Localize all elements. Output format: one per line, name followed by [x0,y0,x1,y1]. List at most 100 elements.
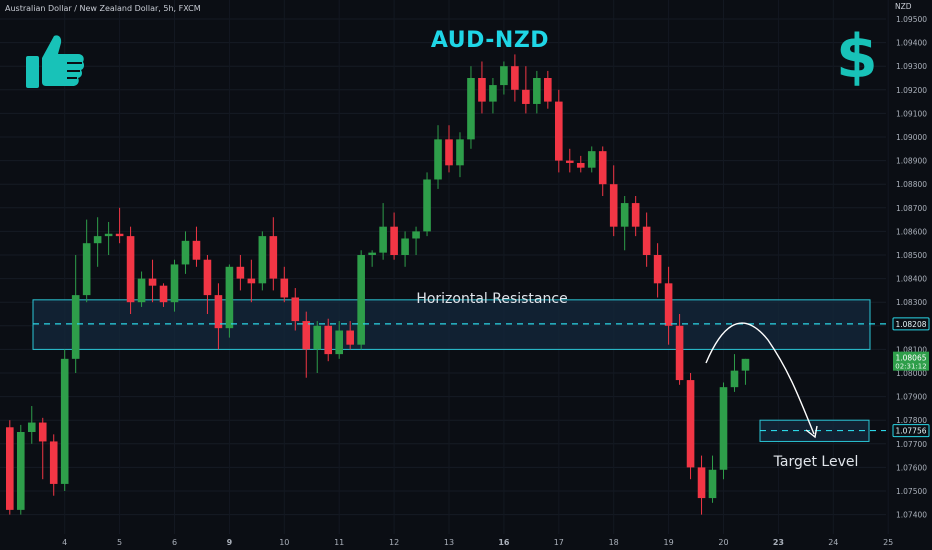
candle-body [236,266,245,279]
candle-body [181,240,190,265]
candle-body [423,179,431,232]
y-tick-label: 1.09500 [896,15,927,24]
axis-currency: NZD [895,2,912,11]
arrow-head-icon [805,425,818,439]
resistance-price-tag: 1.08208 [895,320,926,329]
candle-body [609,184,618,227]
candle-body [587,151,596,168]
current-price-tag: 1.08065 [895,354,926,363]
x-tick-label: 4 [62,538,67,547]
candle-body [214,295,223,329]
candle-body [522,89,530,104]
candle-body [730,370,739,388]
x-tick-label: 12 [389,538,399,547]
x-tick-label: 9 [227,538,233,547]
resistance-label: Horizontal Resistance [416,291,567,307]
candle-body [247,278,256,284]
candle-body [390,226,398,255]
candle-body [697,467,706,499]
y-tick-label: 1.07400 [896,511,927,520]
candle-body [6,427,14,510]
candle-body [368,252,376,255]
candle-body [225,266,234,329]
target-price-tag-bg [892,424,930,438]
y-tick-label: 1.09000 [896,133,927,142]
y-tick-label: 1.08100 [896,345,927,354]
time-axis[interactable]: 4 5 6 9 10 11 12 13 16 17 18 19 20 23 24 25 [62,538,893,547]
candle-body [555,101,563,161]
x-tick-label: 23 [773,538,784,547]
target-label: Target Level [773,454,859,470]
candle-body [631,203,640,227]
candle-body [741,358,750,371]
candle-body [565,160,574,163]
candle-body [346,330,354,345]
candle-body [478,78,486,102]
y-tick-label: 1.07500 [896,487,927,496]
candle-body [126,236,135,303]
dollar-sign-icon: $ [836,22,878,92]
candle-body [269,236,278,279]
projection-curve [705,322,815,435]
candle-body [335,330,343,355]
candle-body [159,285,168,303]
candle-body [412,231,420,239]
x-tick-label: 17 [554,538,564,547]
candle-body [82,243,91,296]
y-tick-label: 1.08700 [896,204,927,213]
x-tick-label: 10 [279,538,289,547]
projection-arrow [705,322,818,439]
candle-body [511,66,519,90]
candle-body [445,139,453,166]
y-tick-label: 1.08000 [896,369,927,378]
y-tick-label: 1.09400 [896,39,927,48]
x-tick-label: 20 [718,538,728,547]
candle-body [653,255,662,284]
thumbs-up-icon [26,35,85,88]
candle-body [686,380,695,468]
x-tick-label: 11 [334,538,344,547]
candle-body [313,325,322,350]
y-tick-label: 1.09300 [896,62,927,71]
y-tick-label: 1.08900 [896,157,927,166]
x-tick-label: 5 [117,538,122,547]
pair-title: AUD-NZD [430,28,550,53]
candle-body [115,233,124,237]
y-tick-label: 1.07600 [896,463,927,472]
candle-body [401,238,409,255]
candle-body [620,203,629,227]
target-price-tag: 1.07756 [895,427,926,436]
candle-body [192,240,201,260]
candle-body [489,85,497,102]
y-tick-label: 1.09200 [896,86,927,95]
candle-body [148,278,157,286]
candle-body [49,441,58,484]
zones [32,299,871,442]
candle-body [576,162,585,168]
y-tick-label: 1.08600 [896,227,927,236]
candle-body [27,422,36,432]
candle-body [500,66,508,86]
y-tick-label: 1.09100 [896,109,927,118]
countdown-timer: 02:31:12 [895,363,926,371]
candle-body [434,139,442,180]
price-axis[interactable]: NZD 1.09500 1.09400 1.09300 1.09200 1.09100 1.… [892,2,930,520]
candle-body [280,278,289,298]
y-tick-label: 1.08300 [896,298,927,307]
candles [6,54,750,515]
y-tick-label: 1.08500 [896,251,927,260]
candle-body [104,233,113,237]
x-tick-label: 18 [609,538,619,547]
symbol-description: Australian Dollar / New Zealand Dollar, … [5,4,201,13]
x-tick-label: 25 [883,538,893,547]
candle-body [664,283,673,326]
candle-body [170,264,179,303]
candle-body [598,151,607,185]
candle-body [203,259,212,296]
candle-body [302,321,311,350]
current-price-tag-bg [893,351,929,371]
candle-body [16,432,25,510]
x-tick-label: 13 [444,538,454,547]
x-tick-label: 24 [828,538,838,547]
